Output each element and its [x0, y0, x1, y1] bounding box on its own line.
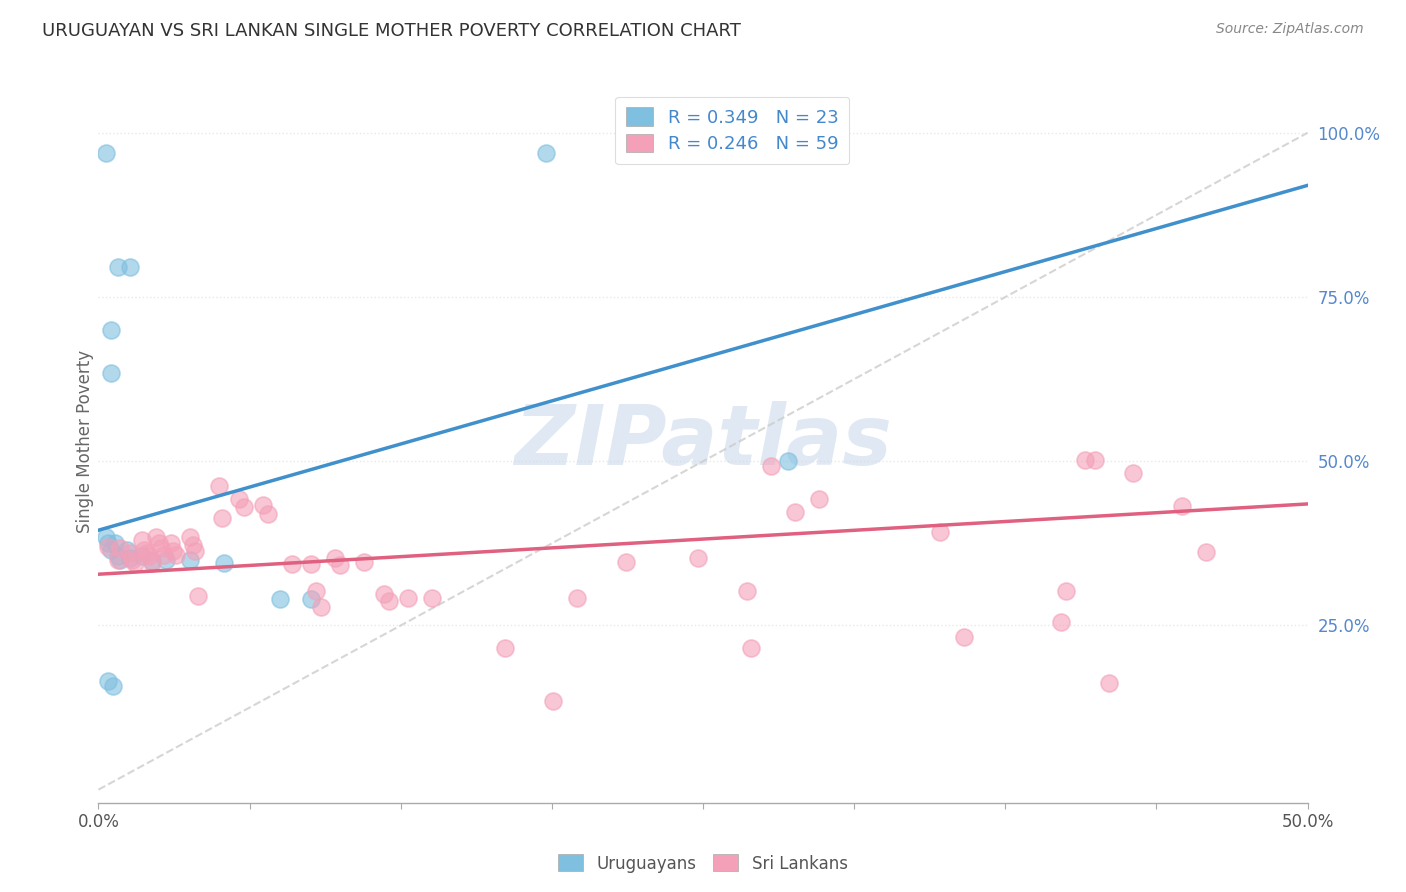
- Point: [131, 533, 153, 547]
- Point: [97, 540, 120, 554]
- Point: [148, 536, 170, 550]
- Point: [1171, 499, 1194, 513]
- Point: [145, 530, 167, 544]
- Point: [353, 555, 375, 569]
- Point: [1098, 676, 1121, 690]
- Point: [135, 546, 157, 560]
- Point: [108, 553, 131, 567]
- Point: [165, 548, 187, 562]
- Point: [396, 591, 419, 605]
- Point: [121, 553, 143, 567]
- Point: [735, 583, 758, 598]
- Point: [208, 478, 231, 492]
- Point: [97, 674, 120, 689]
- Point: [373, 587, 395, 601]
- Point: [179, 530, 201, 544]
- Point: [541, 694, 564, 708]
- Point: [1084, 453, 1107, 467]
- Text: Source: ZipAtlas.com: Source: ZipAtlas.com: [1216, 22, 1364, 37]
- Point: [162, 544, 184, 558]
- Point: [232, 500, 254, 515]
- Text: ZIPatlas: ZIPatlas: [515, 401, 891, 482]
- Point: [252, 498, 274, 512]
- Point: [567, 591, 589, 605]
- Text: URUGUAYAN VS SRI LANKAN SINGLE MOTHER POVERTY CORRELATION CHART: URUGUAYAN VS SRI LANKAN SINGLE MOTHER PO…: [42, 22, 741, 40]
- Point: [808, 492, 831, 507]
- Point: [534, 145, 557, 160]
- Point: [150, 541, 173, 555]
- Point: [141, 554, 163, 568]
- Point: [1074, 453, 1097, 467]
- Point: [187, 589, 209, 603]
- Point: [228, 491, 250, 506]
- Point: [309, 600, 332, 615]
- Point: [377, 594, 399, 608]
- Point: [299, 558, 322, 572]
- Point: [118, 551, 141, 566]
- Point: [1054, 583, 1077, 598]
- Point: [212, 556, 235, 570]
- Point: [101, 679, 124, 693]
- Point: [107, 553, 129, 567]
- Point: [1050, 615, 1073, 630]
- Point: [104, 536, 127, 550]
- Point: [108, 541, 131, 555]
- Point: [953, 630, 976, 644]
- Point: [256, 507, 278, 521]
- Point: [494, 641, 516, 656]
- Point: [97, 536, 120, 550]
- Point: [94, 530, 117, 544]
- Point: [155, 553, 177, 567]
- Point: [740, 641, 762, 656]
- Point: [100, 366, 122, 380]
- Point: [141, 556, 163, 570]
- Y-axis label: Single Mother Poverty: Single Mother Poverty: [76, 350, 94, 533]
- Point: [100, 542, 122, 557]
- Point: [1195, 545, 1218, 559]
- Point: [94, 145, 117, 160]
- Point: [281, 558, 304, 572]
- Point: [783, 506, 806, 520]
- Point: [179, 553, 201, 567]
- Point: [420, 591, 443, 605]
- Point: [107, 260, 129, 275]
- Point: [117, 542, 139, 557]
- Point: [107, 549, 129, 564]
- Legend: R = 0.349   N = 23, R = 0.246   N = 59: R = 0.349 N = 23, R = 0.246 N = 59: [616, 96, 849, 164]
- Point: [181, 538, 204, 552]
- Point: [124, 556, 146, 570]
- Point: [329, 558, 352, 572]
- Point: [211, 511, 233, 525]
- Point: [614, 555, 637, 569]
- Point: [118, 260, 141, 275]
- Point: [929, 525, 952, 540]
- Point: [759, 459, 782, 474]
- Point: [299, 592, 322, 607]
- Point: [152, 548, 174, 562]
- Point: [138, 549, 160, 564]
- Legend: Uruguayans, Sri Lankans: Uruguayans, Sri Lankans: [551, 847, 855, 880]
- Point: [118, 546, 141, 560]
- Point: [100, 323, 122, 337]
- Point: [776, 454, 799, 468]
- Point: [1122, 466, 1144, 480]
- Point: [305, 583, 328, 598]
- Point: [269, 592, 291, 607]
- Point: [688, 551, 710, 566]
- Point: [134, 542, 156, 557]
- Point: [325, 551, 347, 566]
- Point: [131, 549, 153, 564]
- Point: [160, 536, 183, 550]
- Point: [184, 544, 207, 558]
